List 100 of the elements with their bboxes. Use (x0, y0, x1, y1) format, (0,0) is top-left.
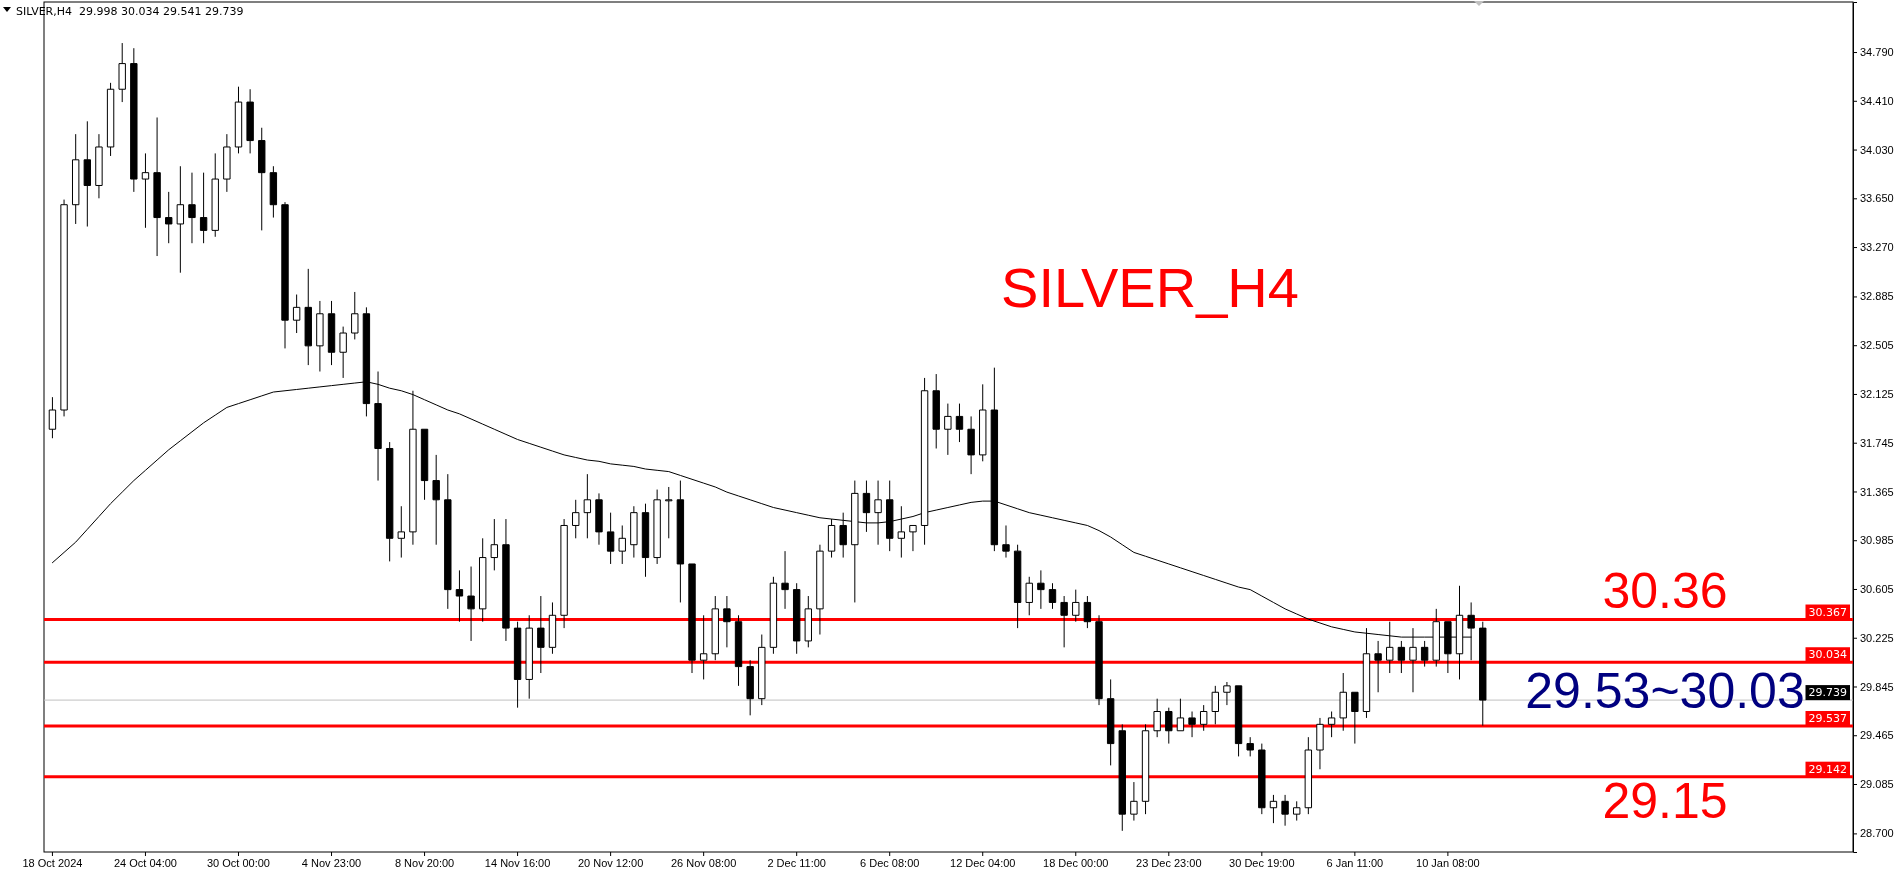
candlestick (1095, 614, 1103, 706)
candlestick (420, 428, 429, 501)
candlestick (781, 550, 789, 610)
x-tick-label: 10 Jan 08:00 (1416, 856, 1480, 869)
x-tick-label: 12 Dec 04:00 (950, 856, 1016, 869)
x-tick-label: 6 Jan 11:00 (1326, 856, 1384, 869)
candlestick (862, 480, 871, 533)
candlestick (1037, 569, 1045, 610)
y-tick-label: 31.745 (1860, 436, 1894, 449)
candlestick (118, 42, 126, 103)
candlestick (467, 566, 475, 642)
candlestick (1374, 640, 1382, 693)
y-tick-label: 31.365 (1860, 485, 1894, 498)
candlestick (967, 415, 975, 475)
candlestick (711, 595, 719, 661)
y-tick-label: 32.125 (1860, 387, 1894, 400)
y-tick-label: 33.650 (1860, 192, 1894, 205)
candlestick (1130, 781, 1138, 822)
candlestick (734, 614, 743, 687)
candlestick (665, 486, 673, 539)
candlestick (699, 614, 708, 680)
candlestick (792, 582, 801, 655)
candlestick (1106, 678, 1115, 766)
y-tick-label: 30.985 (1860, 534, 1894, 547)
x-tick-label: 8 Nov 20:00 (394, 856, 455, 869)
candlestick (490, 518, 499, 571)
x-tick-label: 14 Nov 16:00 (484, 856, 551, 869)
candlestick (1339, 672, 1347, 732)
candlestick (1351, 691, 1359, 745)
candlestick (199, 172, 208, 244)
y-tick-label: 34.030 (1860, 143, 1894, 156)
y-tick-label: 29.085 (1860, 778, 1894, 791)
x-tick-label: 30 Dec 19:00 (1229, 856, 1295, 869)
candlestick (513, 621, 522, 709)
candlestick (339, 326, 347, 379)
candlestick (304, 268, 312, 366)
x-tick-label: 2 Dec 11:00 (767, 856, 826, 869)
ref-line-label: 29.739 (1808, 686, 1847, 700)
annotation: SILVER,H4 29.998 30.034 29.541 29.739 (16, 5, 244, 18)
x-tick-label: 18 Dec 00:00 (1043, 856, 1109, 869)
candlestick (444, 473, 452, 610)
candlestick (1479, 621, 1487, 727)
candlestick (234, 86, 243, 154)
y-tick-label: 30.225 (1860, 631, 1894, 644)
x-tick-label: 23 Dec 23:00 (1136, 856, 1202, 869)
candlestick (548, 601, 557, 655)
candlestick (211, 152, 219, 238)
x-tick-label: 24 Oct 04:00 (113, 856, 177, 869)
candlestick (746, 659, 754, 716)
candlestick (1304, 736, 1313, 815)
y-tick-label: 32.885 (1860, 290, 1894, 303)
candlestick (1293, 800, 1301, 822)
x-tick-label: 26 Nov 08:00 (670, 856, 737, 869)
candlestick (1316, 717, 1324, 770)
y-tick-label: 28.700 (1860, 827, 1894, 840)
x-tick-label: 18 Oct 2024 (22, 856, 83, 869)
candlestick (1072, 589, 1080, 623)
candlestick (804, 595, 812, 648)
candlestick (153, 116, 161, 257)
annotation: 30.36 (1602, 563, 1728, 620)
candlestick (1002, 524, 1010, 559)
candlestick (95, 133, 103, 199)
candlestick (583, 473, 592, 539)
candlestick (676, 480, 685, 603)
candlestick (479, 537, 487, 623)
annotation: 29.53~30.03 (1525, 663, 1805, 720)
candlestick (1199, 704, 1208, 732)
x-tick-label: 4 Nov 23:00 (301, 856, 362, 869)
candlestick (130, 47, 138, 193)
candlestick (909, 524, 917, 552)
text: SILVER_H4 (1001, 256, 1299, 319)
candlestick (1153, 698, 1161, 738)
candlestick (397, 505, 405, 559)
candlestick (83, 120, 92, 228)
candlestick (1013, 544, 1022, 629)
candlestick (769, 576, 778, 655)
candlestick (188, 172, 196, 244)
x-tick-label: 6 Dec 08:00 (860, 856, 920, 869)
candlestick (316, 300, 324, 373)
candlestick (1327, 711, 1336, 738)
candlestick (944, 403, 952, 456)
candlestick (106, 82, 115, 157)
candlestick (281, 201, 289, 349)
candlestick (1269, 794, 1278, 824)
candlestick (1246, 736, 1254, 757)
candlestick (327, 300, 336, 366)
candlestick (292, 294, 301, 334)
candlestick (1223, 681, 1231, 706)
annotation: 29.15 (1602, 772, 1728, 829)
candlestick (851, 480, 859, 603)
candlestick (560, 518, 568, 629)
candlestick (1025, 576, 1033, 616)
candlestick (1083, 595, 1092, 629)
ref-line-label: 30.367 (1808, 605, 1847, 619)
x-tick-label: 30 Oct 00:00 (206, 856, 270, 869)
y-tick-label: 29.465 (1860, 729, 1894, 742)
candlestick (165, 191, 173, 244)
candlestick (537, 595, 545, 674)
candlestick (723, 595, 731, 648)
candlestick (816, 544, 824, 636)
